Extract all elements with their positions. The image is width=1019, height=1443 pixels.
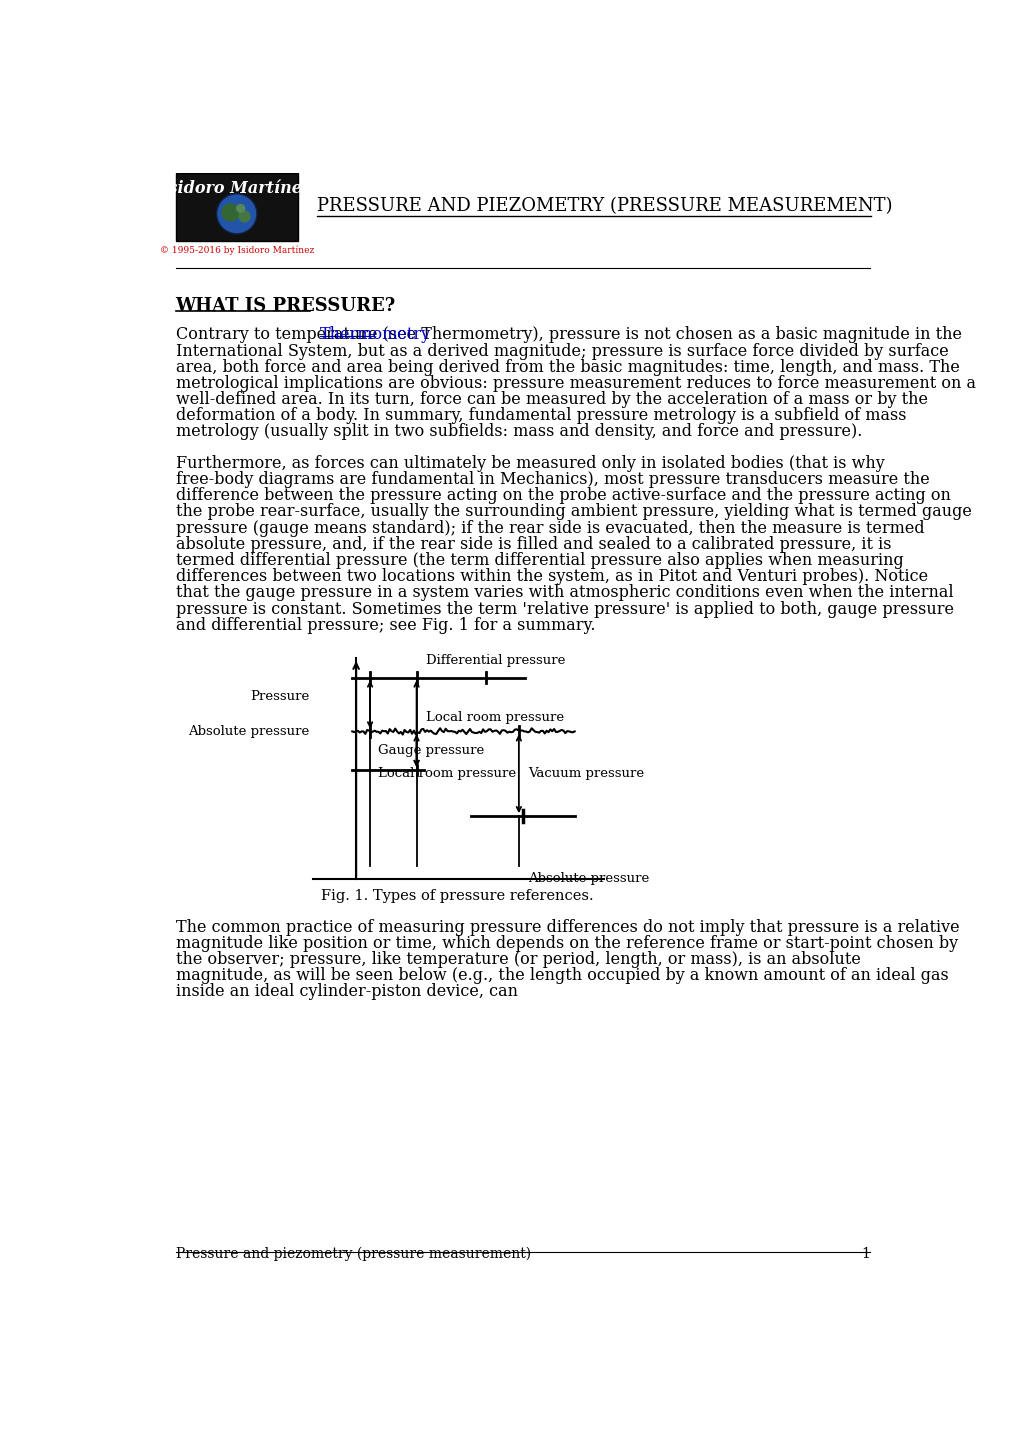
Text: the observer; pressure, like temperature (or period, length, or mass), is an abs: the observer; pressure, like temperature… bbox=[175, 951, 860, 968]
Text: pressure (gauge means standard); if the rear side is evacuated, then the measure: pressure (gauge means standard); if the … bbox=[175, 519, 923, 537]
Text: Contrary to temperature (see Thermometry), pressure is not chosen as a basic mag: Contrary to temperature (see Thermometry… bbox=[175, 326, 961, 343]
Text: Vacuum pressure: Vacuum pressure bbox=[528, 768, 644, 781]
Text: Thermometry: Thermometry bbox=[320, 326, 430, 343]
Text: The common practice of measuring pressure differences do not imply that pressure: The common practice of measuring pressur… bbox=[175, 919, 958, 935]
FancyBboxPatch shape bbox=[175, 173, 298, 241]
Text: Absolute pressure: Absolute pressure bbox=[189, 724, 310, 737]
Circle shape bbox=[238, 211, 251, 222]
Text: PRESSURE AND PIEZOMETRY (PRESSURE MEASUREMENT): PRESSURE AND PIEZOMETRY (PRESSURE MEASUR… bbox=[317, 198, 892, 215]
Text: magnitude like position or time, which depends on the reference frame or start-p: magnitude like position or time, which d… bbox=[175, 935, 957, 952]
Text: 1: 1 bbox=[860, 1247, 869, 1261]
Text: magnitude, as will be seen below (e.g., the length occupied by a known amount of: magnitude, as will be seen below (e.g., … bbox=[175, 967, 948, 984]
Text: area, both force and area being derived from the basic magnitudes: time, length,: area, both force and area being derived … bbox=[175, 359, 959, 375]
Text: Isidoro Martínez: Isidoro Martínez bbox=[162, 179, 312, 196]
Text: and differential pressure; see Fig. 1 for a summary.: and differential pressure; see Fig. 1 fo… bbox=[175, 616, 594, 633]
Text: Fig. 1. Types of pressure references.: Fig. 1. Types of pressure references. bbox=[320, 889, 593, 903]
Text: Local room pressure: Local room pressure bbox=[426, 711, 564, 724]
Text: © 1995-2016 by Isidoro Martínez: © 1995-2016 by Isidoro Martínez bbox=[160, 245, 314, 255]
Text: absolute pressure, and, if the rear side is filled and sealed to a calibrated pr: absolute pressure, and, if the rear side… bbox=[175, 535, 891, 553]
Circle shape bbox=[216, 193, 257, 234]
Text: the probe rear-surface, usually the surrounding ambient pressure, yielding what : the probe rear-surface, usually the surr… bbox=[175, 504, 970, 521]
Text: Differential pressure: Differential pressure bbox=[426, 654, 565, 667]
Text: inside an ideal cylinder-piston device, can: inside an ideal cylinder-piston device, … bbox=[175, 983, 517, 1000]
Text: metrology (usually split in two subfields: mass and density, and force and press: metrology (usually split in two subfield… bbox=[175, 423, 861, 440]
Text: difference between the pressure acting on the probe active-surface and the press: difference between the pressure acting o… bbox=[175, 488, 950, 504]
Text: International System, but as a derived magnitude; pressure is surface force divi: International System, but as a derived m… bbox=[175, 342, 948, 359]
Text: pressure is constant. Sometimes the term 'relative pressure' is applied to both,: pressure is constant. Sometimes the term… bbox=[175, 600, 953, 618]
Text: free-body diagrams are fundamental in Mechanics), most pressure transducers meas: free-body diagrams are fundamental in Me… bbox=[175, 472, 928, 488]
Text: differences between two locations within the system, as in Pitot and Venturi pro: differences between two locations within… bbox=[175, 569, 926, 586]
Text: deformation of a body. In summary, fundamental pressure metrology is a subfield : deformation of a body. In summary, funda… bbox=[175, 407, 905, 424]
Text: Furthermore, as forces can ultimately be measured only in isolated bodies (that : Furthermore, as forces can ultimately be… bbox=[175, 455, 883, 472]
Text: termed differential pressure (the term differential pressure also applies when m: termed differential pressure (the term d… bbox=[175, 553, 903, 569]
Circle shape bbox=[235, 203, 245, 214]
Circle shape bbox=[221, 203, 239, 222]
Text: Absolute pressure: Absolute pressure bbox=[528, 873, 649, 886]
Text: Pressure and piezometry (pressure measurement): Pressure and piezometry (pressure measur… bbox=[175, 1247, 530, 1261]
Text: Gauge pressure: Gauge pressure bbox=[377, 745, 484, 758]
Text: WHAT IS PRESSURE?: WHAT IS PRESSURE? bbox=[175, 297, 395, 315]
Text: metrological implications are obvious: pressure measurement reduces to force mea: metrological implications are obvious: p… bbox=[175, 375, 974, 392]
Text: Pressure: Pressure bbox=[250, 690, 310, 703]
Text: Local room pressure: Local room pressure bbox=[377, 768, 516, 781]
Text: well-defined area. In its turn, force can be measured by the acceleration of a m: well-defined area. In its turn, force ca… bbox=[175, 391, 926, 408]
Text: that the gauge pressure in a system varies with atmospheric conditions even when: that the gauge pressure in a system vari… bbox=[175, 584, 952, 602]
